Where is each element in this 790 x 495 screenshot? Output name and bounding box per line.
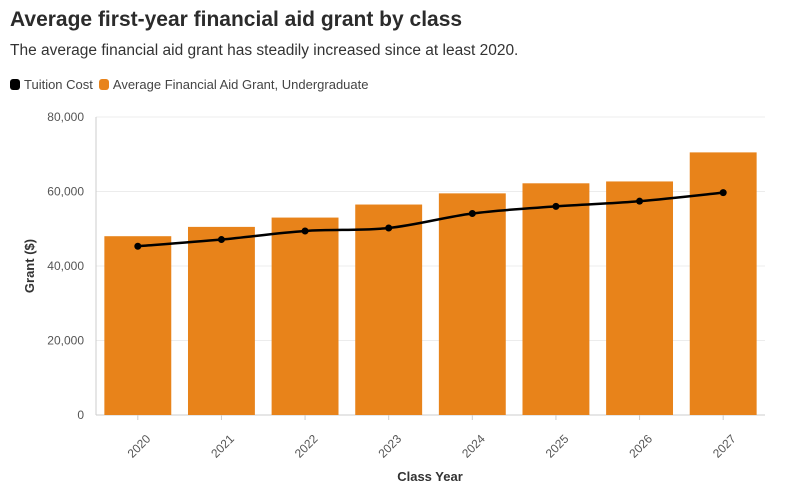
bar[interactable]	[606, 181, 674, 415]
x-tick-label: 2025	[543, 432, 572, 461]
y-tick-label: 20,000	[47, 334, 84, 348]
line-point[interactable]	[385, 224, 393, 232]
y-axis: 0 20,000 40,000 60,000 80,000	[47, 110, 97, 422]
legend-item-aid-grant[interactable]: Average Financial Aid Grant, Undergradua…	[98, 77, 369, 92]
y-tick-label: 0	[77, 408, 84, 422]
x-tick-label: 2020	[125, 432, 154, 461]
legend-item-tuition[interactable]: Tuition Cost	[10, 77, 93, 92]
legend-swatch-tuition	[10, 79, 20, 90]
x-tick-label: 2027	[710, 432, 739, 461]
line-point[interactable]	[636, 197, 644, 205]
line-point[interactable]	[552, 202, 560, 210]
line-point[interactable]	[719, 189, 727, 197]
bar[interactable]	[271, 217, 339, 415]
bar[interactable]	[438, 193, 506, 415]
chart-subtitle: The average financial aid grant has stea…	[10, 42, 519, 59]
line-point[interactable]	[217, 236, 225, 244]
line-point[interactable]	[301, 227, 309, 235]
y-axis-title: Grant ($)	[22, 239, 37, 293]
x-tick-label: 2026	[626, 432, 655, 461]
y-tick-label: 40,000	[47, 259, 84, 273]
legend-label-aid-grant: Average Financial Aid Grant, Undergradua…	[112, 77, 369, 92]
legend: Tuition Cost Average Financial Aid Grant…	[10, 77, 374, 92]
tuition-line	[137, 191, 724, 248]
bar-series	[104, 152, 757, 415]
bar[interactable]	[355, 204, 423, 415]
y-tick-label: 60,000	[47, 185, 84, 199]
x-tick-label: 2024	[459, 432, 488, 461]
y-tick-label: 80,000	[47, 110, 84, 124]
chart-title: Average first-year financial aid grant b…	[10, 8, 463, 31]
line-point[interactable]	[134, 242, 142, 250]
bar[interactable]	[522, 183, 590, 415]
x-axis-title: Class Year	[397, 469, 463, 484]
line-series	[134, 189, 727, 250]
line-point[interactable]	[468, 209, 476, 217]
legend-label-tuition: Tuition Cost	[24, 77, 93, 92]
bar[interactable]	[104, 236, 172, 415]
bar[interactable]	[187, 226, 255, 415]
legend-swatch-aid-grant	[98, 79, 109, 90]
x-axis: 2020 2021 2022 2023 2024 2025 2026 2027	[125, 415, 739, 461]
x-tick-label: 2021	[208, 432, 237, 461]
x-tick-label: 2023	[375, 432, 404, 461]
x-tick-label: 2022	[292, 432, 321, 461]
